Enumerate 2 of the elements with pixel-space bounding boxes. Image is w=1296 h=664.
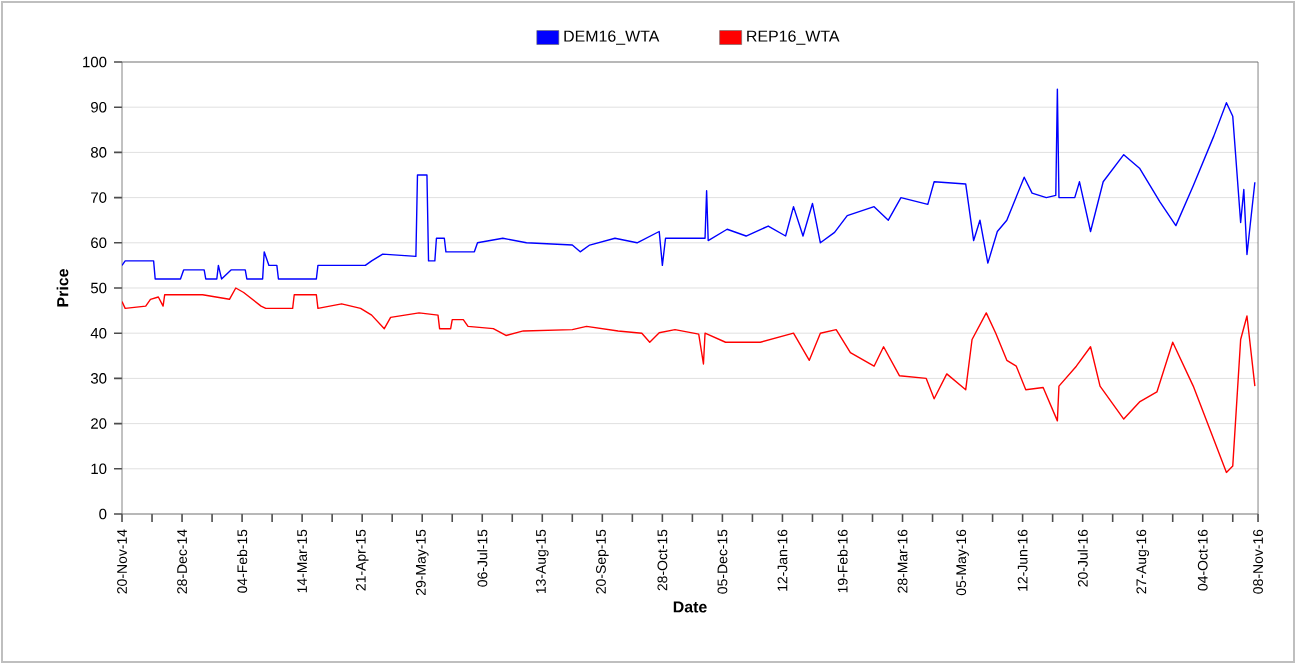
line-series [122, 287, 1256, 474]
line-series [122, 88, 1256, 280]
